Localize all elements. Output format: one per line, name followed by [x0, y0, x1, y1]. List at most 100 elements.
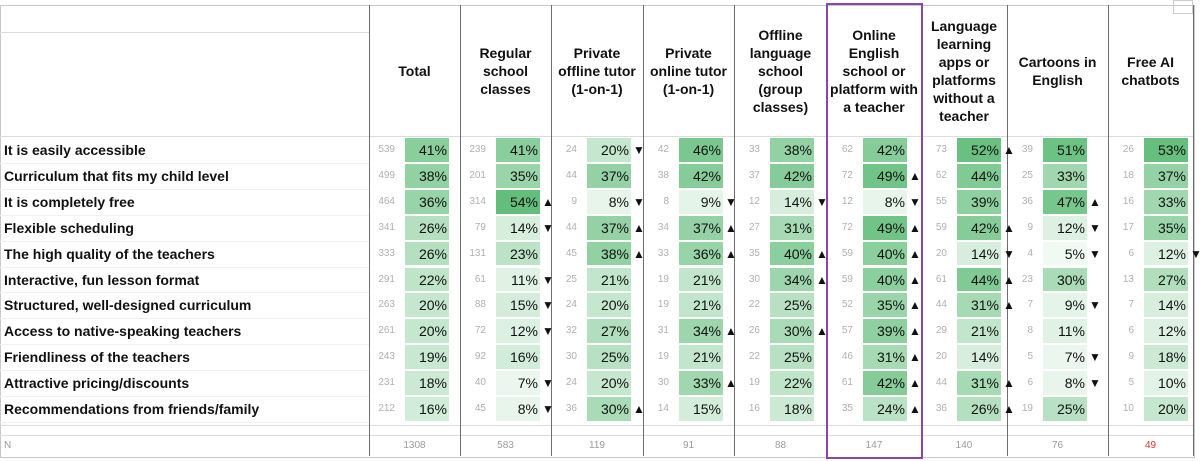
significance-down-icon: ▼	[633, 194, 645, 209]
cell-shade	[1144, 319, 1188, 344]
significance-up-icon: ▲	[909, 220, 921, 235]
significance-up-icon: ▲	[633, 402, 645, 416]
cell-percent: 19%	[418, 349, 447, 366]
cell-percent: 18%	[783, 401, 812, 417]
row-label: Structured, well-designed curriculum	[4, 297, 252, 314]
row-separator	[0, 318, 369, 320]
cell-count: 8	[663, 195, 669, 207]
cell-shade	[496, 371, 540, 395]
n-value-ai: 49	[1144, 440, 1157, 451]
significance-down-icon: ▼	[542, 272, 554, 287]
cell-count: 5	[1128, 377, 1134, 389]
cell-percent: 12%	[1157, 323, 1186, 340]
row-separator	[0, 370, 369, 372]
significance-down-icon: ▼	[542, 298, 554, 313]
cell-shade	[496, 215, 540, 240]
cell-percent: 33%	[1056, 167, 1085, 184]
cell-count: 44	[935, 299, 947, 311]
significance-down-icon: ▼	[542, 324, 554, 339]
significance-up-icon: ▲	[1003, 272, 1015, 287]
cell-shade	[496, 293, 540, 318]
significance-up-icon: ▲	[816, 324, 828, 339]
cell-percent: 39%	[876, 323, 905, 340]
cell-percent: 31%	[783, 219, 812, 236]
cell-percent: 20%	[1157, 401, 1186, 417]
cell-percent: 8%	[1064, 375, 1085, 392]
cell-count: 6	[1128, 247, 1134, 259]
cell-shade	[679, 371, 723, 395]
significance-down-icon: ▼	[1190, 246, 1200, 261]
column-divider	[551, 5, 552, 456]
cell-percent: 7%	[517, 375, 538, 392]
cell-count: 79	[474, 221, 486, 233]
cell-percent: 24%	[876, 401, 905, 417]
cell-count: 22	[748, 299, 760, 311]
cell-shade	[679, 189, 723, 214]
n-value-cartoons: 76	[1051, 440, 1064, 451]
column-header-regular: Regular school classes	[479, 45, 532, 97]
cell-percent: 10%	[1157, 375, 1186, 392]
cell-shade	[863, 215, 907, 240]
cell-shade	[679, 267, 723, 292]
column-header-offline_school: Offline language school (group classes)	[749, 27, 812, 115]
cell-count: 61	[841, 377, 853, 389]
significance-up-icon: ▲	[1003, 298, 1015, 313]
cell-percent: 44%	[970, 271, 999, 288]
cell-count: 20	[935, 247, 947, 259]
cell-shade	[496, 138, 540, 162]
cell-count: 24	[565, 144, 577, 155]
cell-count: 26	[748, 325, 760, 337]
cell-percent: 42%	[970, 219, 999, 236]
cell-count: 201	[469, 169, 486, 181]
cell-shade	[1043, 397, 1087, 421]
cell-count: 72	[474, 325, 486, 337]
cell-count: 10	[1122, 403, 1134, 414]
column-header-online_school: Online English school or platform with a…	[830, 27, 918, 115]
cell-shade	[587, 371, 631, 395]
n-row-top-line	[0, 435, 1193, 436]
cell-count: 26	[1122, 144, 1134, 155]
cell-count: 30	[748, 273, 760, 285]
cell-percent: 34%	[783, 271, 812, 288]
cell-percent: 26%	[418, 219, 447, 236]
cell-percent: 8%	[608, 193, 629, 210]
cell-count: 52	[841, 299, 853, 311]
cell-shade	[496, 345, 540, 370]
cell-count: 9	[1027, 221, 1033, 233]
cell-count: 57	[841, 325, 853, 337]
cell-shade	[863, 345, 907, 370]
column-divider	[643, 5, 644, 456]
cell-shade	[496, 241, 540, 266]
cell-percent: 41%	[418, 142, 447, 158]
cell-percent: 20%	[600, 375, 629, 392]
cell-shade	[1144, 345, 1188, 370]
cell-shade	[770, 215, 814, 240]
cell-percent: 49%	[876, 219, 905, 236]
cell-percent: 23%	[509, 245, 538, 262]
cell-count: 23	[1021, 273, 1033, 285]
cell-count: 42	[657, 144, 669, 155]
column-header-total: Total	[398, 63, 431, 79]
significance-up-icon: ▲	[909, 272, 921, 287]
cell-count: 19	[1021, 403, 1033, 414]
cell-percent: 47%	[1056, 193, 1085, 210]
cell-count: 243	[378, 351, 395, 363]
cell-percent: 53%	[1157, 142, 1186, 158]
cell-count: 61	[935, 273, 947, 285]
cell-count: 6	[1027, 377, 1033, 389]
cell-count: 7	[1027, 299, 1033, 311]
cell-count: 61	[474, 273, 486, 285]
row-separator	[0, 214, 369, 216]
cell-percent: 9%	[1064, 297, 1085, 314]
cell-count: 31	[657, 325, 669, 337]
cell-count: 55	[935, 195, 947, 207]
column-divider	[734, 5, 735, 456]
significance-down-icon: ▼	[1089, 246, 1101, 261]
column-divider	[460, 5, 461, 456]
cell-shade	[863, 189, 907, 214]
cell-shade	[1144, 189, 1188, 214]
row-separator	[0, 292, 369, 294]
row-label: Curriculum that fits my child level	[4, 167, 229, 184]
cell-count: 35	[841, 403, 853, 414]
cell-percent: 20%	[418, 323, 447, 340]
